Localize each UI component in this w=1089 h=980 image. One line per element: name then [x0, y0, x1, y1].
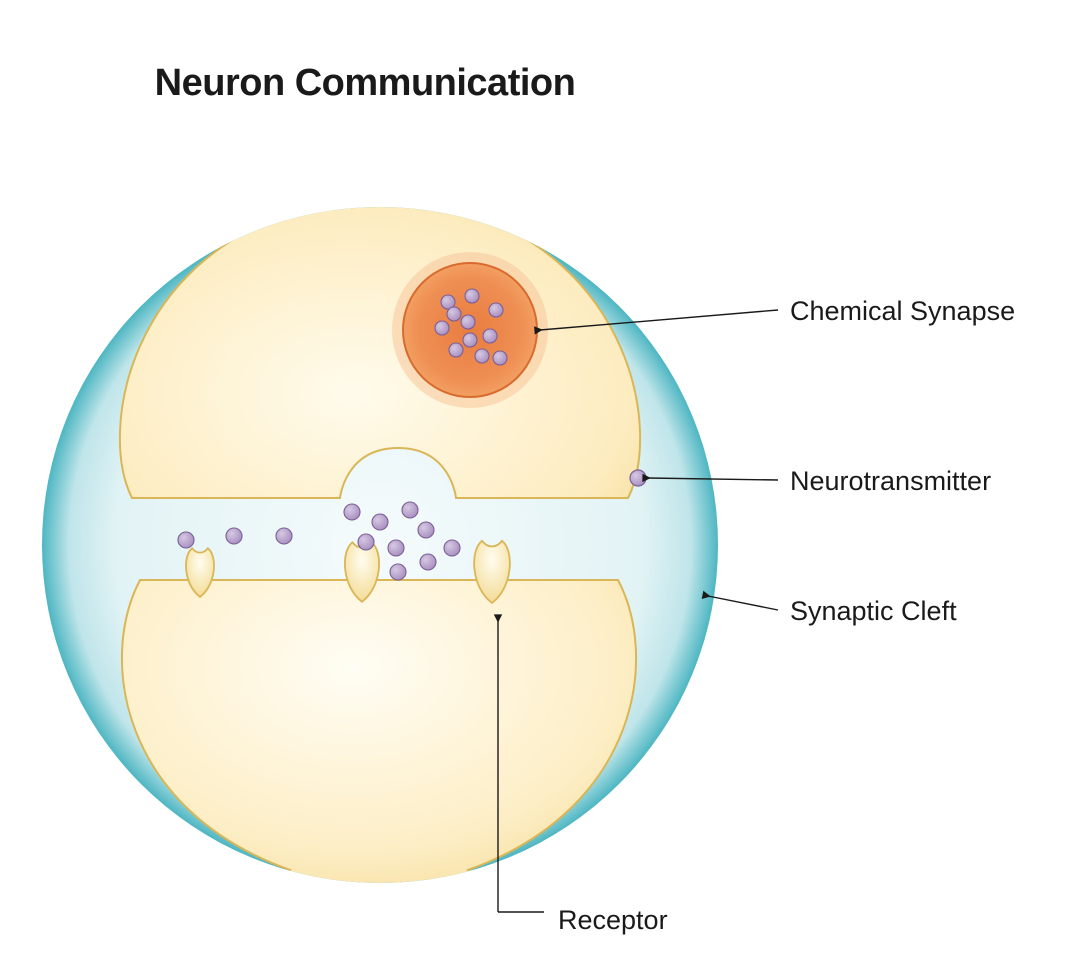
neurotransmitter-dot: [461, 315, 475, 329]
neurotransmitter-dot: [444, 540, 460, 556]
neurotransmitter-dot: [493, 351, 507, 365]
presynaptic-terminal: [120, 150, 640, 498]
neurotransmitter-dot: [435, 321, 449, 335]
neurotransmitter-dot: [483, 329, 497, 343]
neurotransmitter-dot: [276, 528, 292, 544]
postsynaptic-terminal: [122, 580, 636, 930]
neurotransmitter-dot: [489, 303, 503, 317]
neurotransmitter-dot: [388, 540, 404, 556]
neurotransmitter-dot: [344, 504, 360, 520]
neurotransmitter-dot: [463, 333, 477, 347]
neurotransmitter-dot: [465, 289, 479, 303]
synaptic-vesicle: [403, 263, 537, 397]
synapse-diagram: [0, 0, 1089, 980]
neurotransmitter-dot: [447, 307, 461, 321]
neurotransmitter-dot: [390, 564, 406, 580]
neurotransmitter-dot: [358, 534, 374, 550]
neurotransmitter-dot: [630, 470, 646, 486]
neurotransmitter-dot: [418, 522, 434, 538]
neurotransmitter-dot: [372, 514, 388, 530]
neurotransmitter-dot: [178, 532, 194, 548]
neurotransmitter-dot: [226, 528, 242, 544]
neurotransmitter-dot: [402, 502, 418, 518]
neurotransmitter-dot: [420, 554, 436, 570]
neurotransmitter-dot: [475, 349, 489, 363]
neurotransmitter-dot: [449, 343, 463, 357]
